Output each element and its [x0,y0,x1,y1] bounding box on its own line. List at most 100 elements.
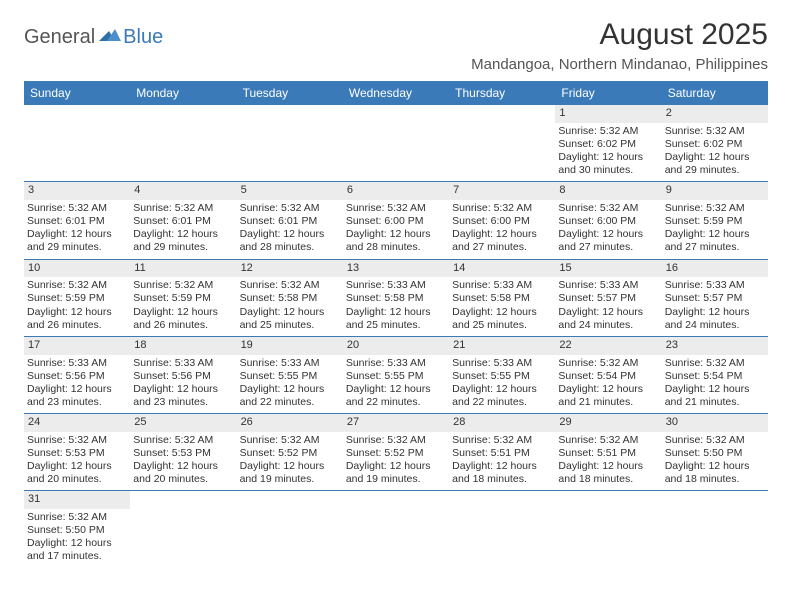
day-info-line: Sunset: 5:56 PM [133,370,233,383]
day-info-line: and 26 minutes. [133,319,233,332]
day-info-line: Sunrise: 5:32 AM [665,202,765,215]
week-row: 17Sunrise: 5:33 AMSunset: 5:56 PMDayligh… [24,337,768,414]
day-number: 27 [347,416,359,428]
day-info-line: Daylight: 12 hours [558,306,658,319]
day-number-row: 6 [343,182,449,200]
day-info-line: and 27 minutes. [558,241,658,254]
empty-day-cell [24,105,130,181]
day-info-line: Daylight: 12 hours [558,228,658,241]
day-info-line: Sunset: 5:58 PM [240,292,340,305]
day-info-line: Daylight: 12 hours [665,306,765,319]
day-number-row: 21 [449,337,555,355]
day-info-line: Sunset: 5:53 PM [27,447,127,460]
day-cell: 28Sunrise: 5:32 AMSunset: 5:51 PMDayligh… [449,414,555,490]
day-info-line: Sunrise: 5:32 AM [558,357,658,370]
day-number-row: 30 [662,414,768,432]
day-header-thursday: Thursday [449,81,555,105]
day-info-line: Daylight: 12 hours [27,460,127,473]
day-info-line: Sunset: 5:50 PM [27,524,127,537]
day-number-row: 14 [449,260,555,278]
day-info-line: Sunrise: 5:32 AM [240,279,340,292]
day-number-row: 23 [662,337,768,355]
day-number: 10 [28,262,40,274]
empty-day-cell [449,491,555,567]
day-header-wednesday: Wednesday [343,81,449,105]
day-number: 15 [559,262,571,274]
day-number: 1 [559,107,565,119]
day-cell: 20Sunrise: 5:33 AMSunset: 5:55 PMDayligh… [343,337,449,413]
day-info-line: Sunset: 5:51 PM [558,447,658,460]
page-subtitle: Mandangoa, Northern Mindanao, Philippine… [471,56,768,73]
day-info-line: Daylight: 12 hours [558,151,658,164]
day-info-line: Sunset: 6:01 PM [240,215,340,228]
day-number: 18 [134,339,146,351]
day-info-line: Daylight: 12 hours [133,228,233,241]
header: General Blue August 2025 Mandangoa, Nort… [24,18,768,73]
logo-text-2: Blue [123,26,163,49]
day-info-line: Daylight: 12 hours [452,306,552,319]
day-info-line: Sunrise: 5:32 AM [27,511,127,524]
day-number: 17 [28,339,40,351]
day-cell: 6Sunrise: 5:32 AMSunset: 6:00 PMDaylight… [343,182,449,258]
day-info-line: and 20 minutes. [133,473,233,486]
day-info-line: Sunset: 5:50 PM [665,447,765,460]
day-number: 26 [241,416,253,428]
day-info-line: and 22 minutes. [240,396,340,409]
day-cell: 1Sunrise: 5:32 AMSunset: 6:02 PMDaylight… [555,105,661,181]
day-number: 3 [28,184,34,196]
day-info-line: Sunrise: 5:32 AM [452,202,552,215]
day-info-line: and 27 minutes. [665,241,765,254]
day-cell: 17Sunrise: 5:33 AMSunset: 5:56 PMDayligh… [24,337,130,413]
empty-day-cell [237,105,343,181]
day-number: 7 [453,184,459,196]
day-header-row: Sunday Monday Tuesday Wednesday Thursday… [24,81,768,105]
logo-text-1: General [24,26,95,49]
day-number-row: 24 [24,414,130,432]
day-info-line: Sunset: 6:01 PM [133,215,233,228]
empty-day-cell [555,491,661,567]
day-info-line: Sunrise: 5:32 AM [665,357,765,370]
day-info-line: Sunset: 6:02 PM [558,138,658,151]
day-info-line: Sunrise: 5:32 AM [27,434,127,447]
day-info-line: Daylight: 12 hours [240,306,340,319]
day-info-line: Daylight: 12 hours [133,383,233,396]
day-number-row: 7 [449,182,555,200]
day-cell: 22Sunrise: 5:32 AMSunset: 5:54 PMDayligh… [555,337,661,413]
day-info-line: and 28 minutes. [240,241,340,254]
day-number-row: 28 [449,414,555,432]
day-info-line: and 19 minutes. [346,473,446,486]
day-number: 5 [241,184,247,196]
day-number-row: 3 [24,182,130,200]
day-info-line: Sunset: 5:52 PM [346,447,446,460]
day-info-line: Daylight: 12 hours [133,460,233,473]
day-info-line: Sunrise: 5:33 AM [133,357,233,370]
day-info-line: Sunrise: 5:33 AM [240,357,340,370]
day-info-line: Daylight: 12 hours [346,460,446,473]
day-info-line: Daylight: 12 hours [558,460,658,473]
week-row: 1Sunrise: 5:32 AMSunset: 6:02 PMDaylight… [24,105,768,182]
day-info-line: and 21 minutes. [558,396,658,409]
day-info-line: and 18 minutes. [558,473,658,486]
day-number-row: 10 [24,260,130,278]
day-number: 31 [28,493,40,505]
day-number: 29 [559,416,571,428]
day-cell: 26Sunrise: 5:32 AMSunset: 5:52 PMDayligh… [237,414,343,490]
day-number-row: 16 [662,260,768,278]
day-number: 30 [666,416,678,428]
day-cell: 27Sunrise: 5:32 AMSunset: 5:52 PMDayligh… [343,414,449,490]
day-header-friday: Friday [555,81,661,105]
day-number: 24 [28,416,40,428]
day-info-line: Daylight: 12 hours [27,383,127,396]
day-info-line: Daylight: 12 hours [452,383,552,396]
day-info-line: Daylight: 12 hours [665,383,765,396]
day-info-line: Sunset: 6:00 PM [346,215,446,228]
day-cell: 11Sunrise: 5:32 AMSunset: 5:59 PMDayligh… [130,260,236,336]
day-cell: 7Sunrise: 5:32 AMSunset: 6:00 PMDaylight… [449,182,555,258]
day-number-row: 11 [130,260,236,278]
day-info-line: Sunset: 5:53 PM [133,447,233,460]
day-info-line: Sunset: 6:01 PM [27,215,127,228]
day-info-line: and 29 minutes. [27,241,127,254]
day-info-line: and 26 minutes. [27,319,127,332]
day-header-monday: Monday [130,81,236,105]
week-row: 3Sunrise: 5:32 AMSunset: 6:01 PMDaylight… [24,182,768,259]
